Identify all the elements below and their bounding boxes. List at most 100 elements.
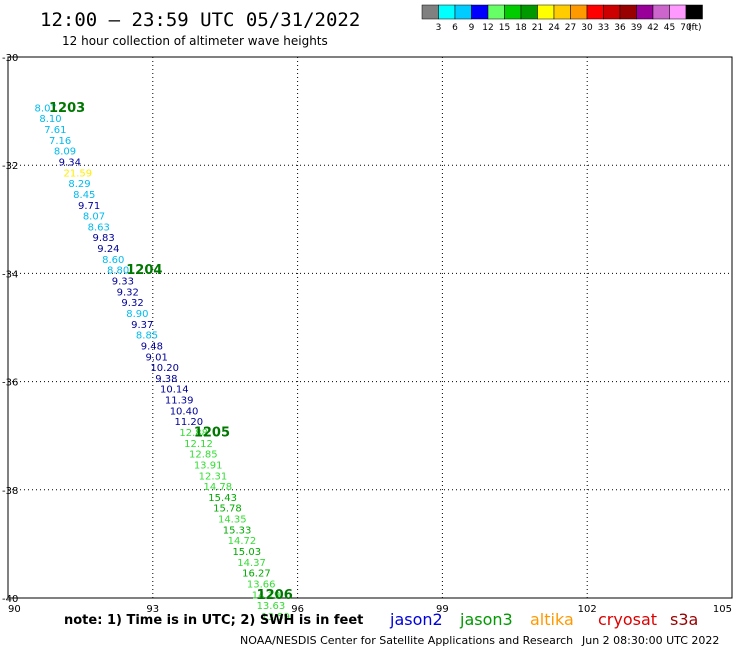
colorbar-label: 33	[598, 23, 609, 33]
x-tick-label: 102	[578, 604, 597, 615]
colorbar-label: 30	[581, 23, 593, 33]
satellite-label-jason3: jason3	[459, 610, 513, 629]
data-points: 8.078.107.617.168.099.3421.598.298.459.7…	[35, 103, 290, 623]
wave-height-point: 10.20	[150, 363, 179, 374]
colorbar-swatch	[471, 4, 489, 20]
wave-height-point: 9.48	[141, 341, 163, 352]
wave-height-point: 8.29	[68, 179, 90, 190]
wave-height-point: 8.07	[83, 212, 105, 223]
colorbar-swatch	[636, 4, 654, 20]
footer-note: note: 1) Time is in UTC; 2) SWH is in fe…	[64, 613, 363, 628]
wave-height-point: 14.35	[218, 515, 247, 526]
y-tick-label: -36	[2, 378, 18, 389]
colorbar-swatch	[652, 4, 670, 20]
wave-height-point: 9.34	[59, 157, 81, 168]
x-tick-label: 96	[291, 604, 304, 615]
time-label: 1205	[194, 425, 230, 440]
x-tick-labels: 90 93 96 99 102 105	[8, 604, 732, 615]
wave-height-point: 9.01	[146, 352, 168, 363]
wave-height-point: 8.10	[39, 114, 61, 125]
colorbar-swatch	[421, 4, 439, 20]
colorbar-swatch	[454, 4, 472, 20]
wave-height-point: 9.24	[97, 244, 119, 255]
wave-height-point: 8.45	[73, 190, 95, 201]
wave-height-point: 15.03	[232, 547, 261, 558]
wave-height-point: 8.85	[136, 331, 158, 342]
colorbar-swatch	[438, 4, 456, 20]
wave-height-point: 13.66	[247, 579, 276, 590]
colorbar-swatch	[504, 4, 522, 20]
time-label: 1204	[126, 263, 162, 278]
wave-height-point: 9.83	[92, 233, 114, 244]
colorbar-label: 18	[515, 23, 527, 33]
wave-height-point: 13.59	[261, 612, 290, 623]
wave-height-point: 9.32	[121, 298, 143, 309]
colorbar-label: 27	[565, 23, 576, 33]
wave-height-point: 9.38	[155, 374, 177, 385]
colorbar-label: 3	[436, 23, 442, 33]
colorbar-label: 45	[664, 23, 675, 33]
colorbar-swatch	[537, 4, 555, 20]
time-label: 1206	[257, 588, 293, 603]
satellite-label-altika: altika	[530, 610, 574, 629]
wave-height-point: 9.32	[117, 287, 139, 298]
time-label: 1203	[49, 101, 85, 116]
y-tick-label: -32	[2, 161, 18, 172]
wave-height-point: 7.16	[49, 136, 71, 147]
wave-height-point: 16.27	[242, 569, 271, 580]
grid-lines	[8, 57, 732, 598]
colorbar-label: 36	[614, 23, 626, 33]
wave-height-point: 15.33	[223, 525, 252, 536]
colorbar-label: 39	[631, 23, 643, 33]
timestamp-text: Jun 2 08:30:00 UTC 2022	[581, 634, 719, 647]
chart-subtitle: 12 hour collection of altimeter wave hei…	[62, 34, 328, 48]
y-tick-labels: -30 -32 -34 -36 -38 -40	[2, 53, 18, 605]
wave-height-point: 14.72	[228, 536, 257, 547]
wave-height-point: 15.78	[213, 504, 242, 515]
wave-height-point: 7.61	[44, 125, 66, 136]
y-tick-label: -38	[2, 486, 18, 497]
y-tick-label: -30	[2, 53, 18, 64]
colorbar-swatch	[553, 4, 571, 20]
y-tick-label: -40	[2, 594, 18, 605]
wave-height-point: 21.59	[64, 168, 93, 179]
colorbar-swatch	[487, 4, 505, 20]
wave-height-point: 12.12	[184, 439, 213, 450]
credit-text: NOAA/NESDIS Center for Satellite Applica…	[240, 634, 573, 647]
satellite-label-s3a: s3a	[670, 610, 698, 629]
colorbar-label: 9	[469, 23, 475, 33]
wave-height-point: 10.14	[160, 385, 189, 396]
colorbar-legend: 3 6 9 12 15 18 21 24 27 30 33 36 39 42 45 70(ft)	[421, 4, 703, 33]
wave-height-point: 9.33	[112, 277, 134, 288]
satellite-label-jason2: jason2	[389, 610, 443, 629]
wave-height-point: 10.40	[170, 406, 199, 417]
x-tick-label: 93	[146, 604, 159, 615]
plot-frame	[7, 56, 733, 599]
wave-height-point: 13.91	[194, 460, 223, 471]
wave-height-point: 14.37	[237, 558, 266, 569]
colorbar-label: 21	[532, 23, 543, 33]
wave-height-point: 13.63	[257, 601, 286, 612]
colorbar-swatch	[520, 4, 538, 20]
chart-title: 12:00 – 23:59 UTC 05/31/2022	[40, 9, 360, 31]
colorbar-swatch	[619, 4, 637, 20]
colorbar-swatch	[586, 4, 604, 20]
wave-height-point: 12.88	[179, 428, 208, 439]
wave-height-point: 9.37	[131, 320, 153, 331]
colorbar-label: (ft)	[688, 23, 702, 33]
colorbar-swatch	[669, 4, 687, 20]
plot-area: -30-32-34-36-38-40 90 93 96 99 102 105 8.078.…	[2, 53, 733, 623]
colorbar-label: 42	[647, 23, 658, 33]
wave-height-point: 15.43	[208, 493, 237, 504]
wave-height-point: 9.71	[78, 201, 100, 212]
y-tick-label: -34	[2, 269, 18, 280]
wave-height-point: 8.80	[107, 266, 129, 277]
wave-height-point: 8.07	[35, 103, 57, 114]
wave-height-point: 8.63	[88, 222, 110, 233]
wave-height-point: 11.20	[175, 417, 204, 428]
x-tick-label: 105	[713, 604, 732, 615]
colorbar-label: 15	[499, 23, 510, 33]
colorbar-label: 12	[482, 23, 493, 33]
colorbar-swatch	[570, 4, 588, 20]
